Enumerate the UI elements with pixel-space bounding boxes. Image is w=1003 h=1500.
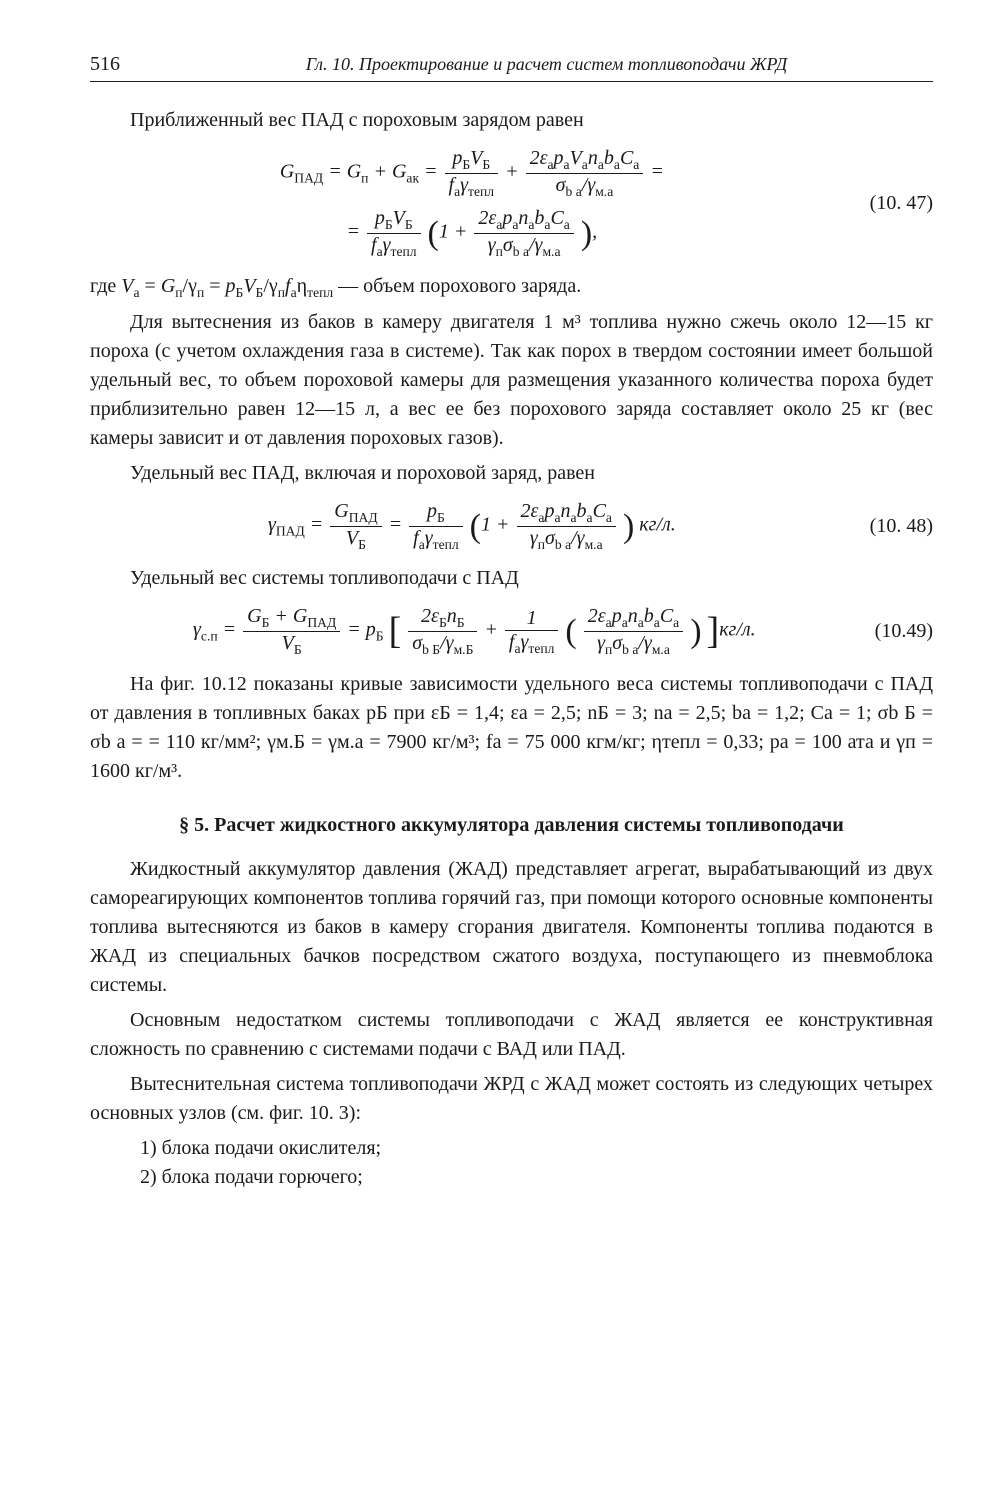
section-5-title: § 5. Расчет жидкостного аккумулятора дав… (120, 812, 903, 839)
running-header: 516 Гл. 10. Проектирование и расчет сист… (90, 50, 933, 82)
para-zhad-2: Основным недостатком системы топливопода… (90, 1006, 933, 1064)
equation-10-48: γПАД = GПАДVБ = pБfаγтепл (1 + 2εаpаnаbа… (90, 500, 933, 552)
list-item-1: 1) блока подачи окислителя; (90, 1134, 933, 1163)
page-number: 516 (90, 50, 120, 79)
intro-line: Приближенный вес ПАД с пороховым зарядом… (90, 106, 933, 135)
where-clause-1047: где Vа = Gп/γп = pБVБ/γпfаηтепл — объем … (90, 272, 933, 303)
equation-10-49-number: (10.49) (875, 617, 933, 646)
list-item-2: 2) блока подачи горючего; (90, 1163, 933, 1192)
equation-10-49: γс.п = GБ + GПАДVБ = pБ [ 2εБnБσb Б/γм.Б… (90, 605, 933, 657)
para-udel: Удельный вес ПАД, включая и пороховой за… (90, 459, 933, 488)
running-title: Гл. 10. Проектирование и расчет систем т… (160, 51, 933, 77)
equation-10-48-body: γПАД = GПАДVБ = pБfаγтепл (1 + 2εаpаnаbа… (90, 500, 854, 552)
equation-10-47: GПАД = Gп + Gак = pБVБfаγтепл + 2εаpаVаn… (90, 147, 933, 260)
para-zhad-1: Жидкостный аккумулятор давления (ЖАД) пр… (90, 855, 933, 1000)
para-udel-sys: Удельный вес системы топливоподачи с ПАД (90, 564, 933, 593)
equation-10-49-body: γс.п = GБ + GПАДVБ = pБ [ 2εБnБσb Б/γм.Б… (90, 605, 859, 657)
para-displacement: Для вытеснения из баков в камеру двигате… (90, 308, 933, 453)
equation-10-47-number: (10. 47) (870, 189, 933, 218)
para-zhad-3: Вытеснительная система топливоподачи ЖРД… (90, 1070, 933, 1128)
equation-10-48-number: (10. 48) (870, 512, 933, 541)
equation-10-47-body: GПАД = Gп + Gак = pБVБfаγтепл + 2εаpаVаn… (90, 147, 854, 260)
para-fig: На фиг. 10.12 показаны кривые зависимост… (90, 670, 933, 786)
